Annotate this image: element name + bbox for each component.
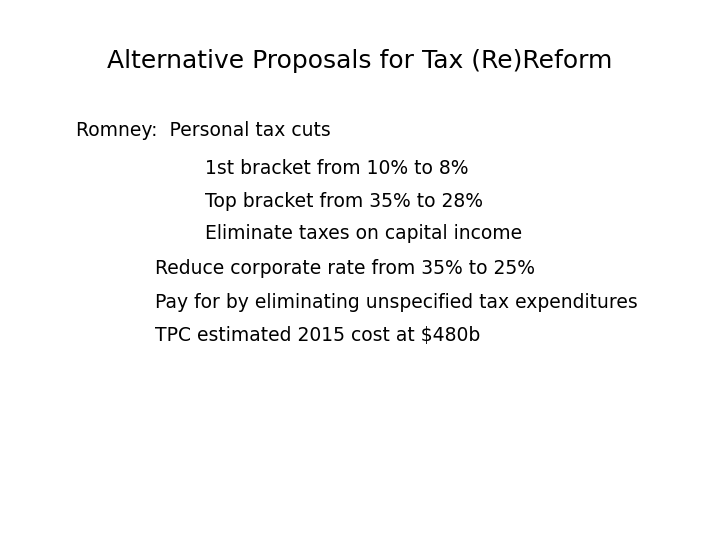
Text: Top bracket from 35% to 28%: Top bracket from 35% to 28% [205,192,483,211]
Text: Eliminate taxes on capital income: Eliminate taxes on capital income [205,224,522,243]
Text: TPC estimated 2015 cost at $480b: TPC estimated 2015 cost at $480b [155,326,480,345]
Text: Romney:  Personal tax cuts: Romney: Personal tax cuts [76,122,330,140]
Text: Reduce corporate rate from 35% to 25%: Reduce corporate rate from 35% to 25% [155,259,535,278]
Text: Pay for by eliminating unspecified tax expenditures: Pay for by eliminating unspecified tax e… [155,293,637,312]
Text: 1st bracket from 10% to 8%: 1st bracket from 10% to 8% [205,159,469,178]
Text: Alternative Proposals for Tax (Re)Reform: Alternative Proposals for Tax (Re)Reform [107,49,613,72]
